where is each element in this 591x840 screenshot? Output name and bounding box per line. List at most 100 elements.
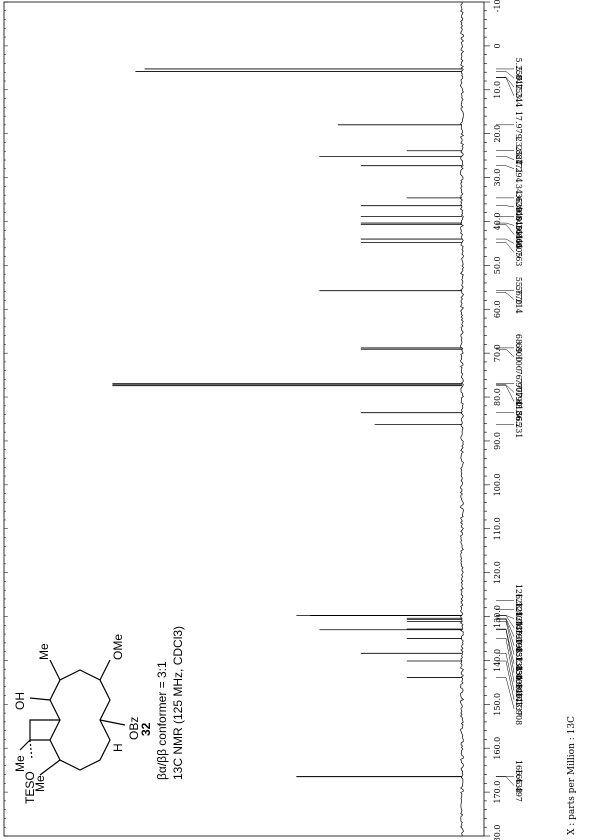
peak-label: 83.565: [514, 399, 523, 427]
peak-leader: [496, 238, 515, 244]
peak-lines: [112, 68, 462, 778]
h-label: H: [111, 743, 125, 752]
peak-label: 7.244: [514, 84, 523, 107]
peak-label: 77.413: [514, 387, 523, 415]
x-tick-label: 110.0: [493, 517, 502, 540]
x-tick-label: 150.0: [493, 693, 502, 716]
x-tick-label: 100.0: [493, 473, 502, 496]
peak-label: 5.842: [514, 66, 523, 89]
peak-label: 140.137: [514, 683, 523, 716]
x-tick-label: 30.0: [493, 169, 502, 187]
oh-bond: [29, 697, 51, 701]
x-axis-label: X : parts per Million : 13C: [567, 716, 577, 835]
peak-leader: [496, 615, 515, 628]
peak-label: 132.850: [514, 647, 523, 680]
x-tick-label: 10.0: [493, 81, 502, 99]
teso-label: TESO: [23, 771, 37, 804]
peak-label: 5.250: [514, 57, 523, 80]
x-tick-label: 90.0: [493, 432, 502, 450]
axis-ticks: [4, 1, 490, 837]
ome-bond: [99, 659, 111, 681]
x-tick-label: -10.0: [493, 0, 502, 12]
peak-label: 143.908: [514, 692, 523, 725]
peak-label: 130.651: [514, 629, 523, 662]
compound-number: 32: [139, 722, 153, 736]
peak-leader: [496, 71, 515, 79]
peak-label: 38.845: [514, 202, 523, 230]
x-tick-label: 130.0: [493, 605, 502, 628]
peak-leader: [496, 660, 515, 700]
peak-label: 126.321: [514, 584, 523, 617]
plot-frame: [3, 1, 485, 837]
peak-label: 68.800: [514, 334, 523, 362]
x-tick-label: 40.0: [493, 213, 502, 231]
peak-leader: [496, 618, 515, 637]
peak-label: 17.979: [514, 111, 523, 139]
peak-label: 23.884: [514, 137, 523, 165]
me-a-bond: [19, 739, 31, 751]
peak-label: 166.438: [514, 760, 523, 793]
peak-leader: [496, 224, 515, 235]
peak-leader: [496, 77, 515, 88]
peak-label: 86.231: [514, 410, 523, 438]
peak-label: 34.629: [514, 184, 523, 212]
peak-leader: [496, 621, 515, 655]
peak-label: 133.005: [514, 656, 523, 689]
obz-label: OBz: [127, 717, 141, 740]
x-tick-label: 60.0: [493, 300, 502, 318]
ome-label: OMe: [111, 634, 125, 660]
peak-label: 40.666: [514, 220, 523, 248]
peak-label: 129.797: [514, 611, 523, 644]
peak-label: 129.745: [514, 602, 523, 635]
x-tick-label: 50.0: [493, 256, 502, 274]
peak-label: 7.153: [514, 75, 523, 98]
me-label-2: Me: [33, 775, 47, 792]
peak-leader: [496, 653, 515, 691]
nmr-conditions: 13C NMR (125 MHz, CDCl3): [171, 626, 185, 780]
baseline-noise: [459, 1, 465, 837]
peak-label: 130.398: [514, 620, 523, 653]
peak-label: 44.005: [514, 229, 523, 257]
peak-label: 166.497: [514, 769, 523, 802]
peak-leader: [496, 348, 515, 358]
peak-label: 138.377: [514, 674, 523, 707]
peak-label: 76.907: [514, 369, 523, 397]
x-tick-label: 20.0: [493, 125, 502, 143]
peak-leader: [496, 292, 515, 300]
peak-leader: [496, 628, 515, 664]
peak-leader: [496, 629, 515, 673]
axis-tick-labels: 180.0 170.0 160.0 150.0 140.0 130.0 120.0 110.0…: [493, 0, 502, 840]
peak-leader: [496, 222, 515, 226]
peak-leader: [496, 638, 515, 682]
peak-label: 36.405: [514, 193, 523, 221]
peak-label: 128.434: [514, 593, 523, 626]
peak-leader: [496, 776, 515, 786]
x-tick-label: 80.0: [493, 388, 502, 406]
teso-bond: [39, 759, 61, 776]
peak-label: 131.134: [514, 638, 523, 671]
chemical-structure: TESO Me Me OH Me OMe OBz H 32 βα/ββ conf…: [13, 626, 185, 804]
peak-leader: [496, 619, 515, 646]
peak-leader: [496, 677, 515, 709]
peak-leader: [496, 205, 515, 208]
peak-label: 25.171: [514, 146, 523, 174]
x-tick-label: 120.0: [493, 561, 502, 584]
oh-label: OH: [13, 692, 27, 710]
me-b-bond: [29, 739, 33, 761]
x-tick-label: 180.0: [493, 825, 502, 840]
peak-leader: [496, 242, 515, 253]
peak-leader: [496, 165, 515, 169]
me-label-3: Me: [37, 643, 51, 660]
peak-leader: [496, 156, 515, 160]
peak-label: 27.294: [514, 155, 523, 183]
peak-leader: [496, 385, 515, 402]
x-tick-label: 160.0: [493, 737, 502, 760]
me-label-1: Me: [13, 755, 27, 772]
x-tick-label: 140.0: [493, 649, 502, 672]
peak-label: 56.214: [514, 286, 523, 314]
cyclobutane-bonds: [29, 719, 60, 741]
x-tick-label: 0: [493, 43, 502, 48]
